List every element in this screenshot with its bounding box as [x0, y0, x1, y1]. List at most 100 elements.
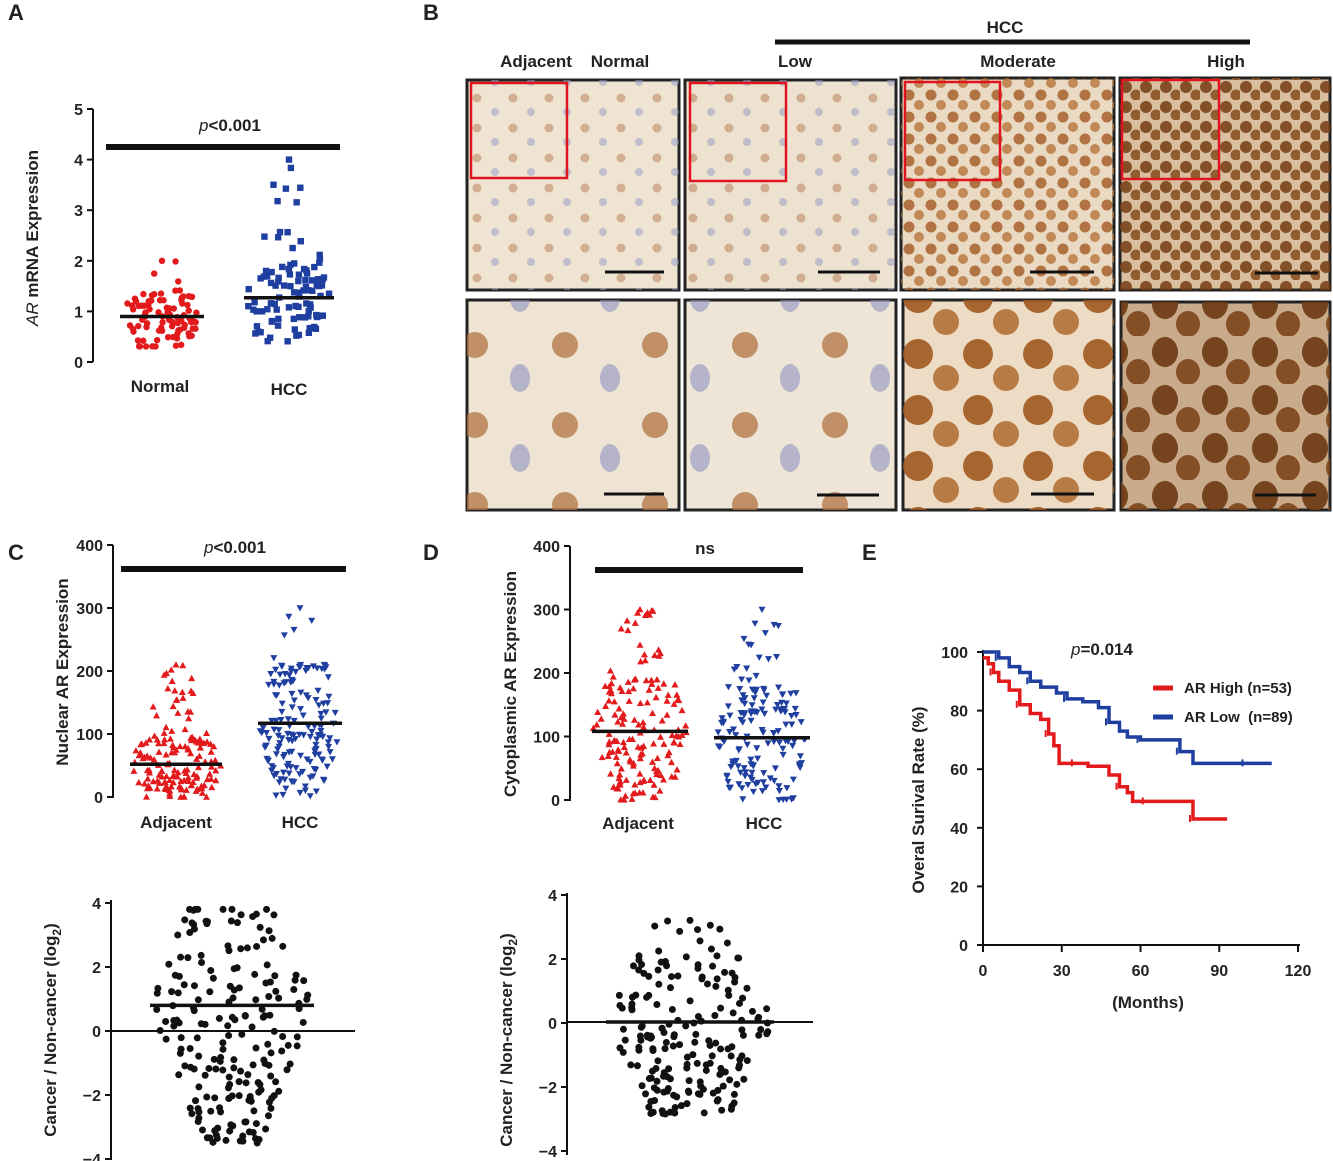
- data-point: [211, 1094, 219, 1102]
- data-point: [258, 729, 266, 737]
- data-point: [758, 788, 766, 795]
- data-point: [724, 1045, 732, 1053]
- data-point: [317, 292, 324, 300]
- data-point: [290, 986, 298, 994]
- data-point: [187, 749, 195, 757]
- data-point: [155, 771, 163, 778]
- data-point: [245, 303, 252, 310]
- data-point: [149, 777, 157, 785]
- data-point: [293, 199, 300, 206]
- data-point: [306, 758, 314, 766]
- data-point: [300, 977, 308, 985]
- data-point: [124, 300, 131, 307]
- data-point: [627, 1061, 635, 1069]
- data-point: [740, 635, 748, 643]
- panel-a-ytick-tick-label: 0: [74, 355, 83, 372]
- data-point: [713, 975, 721, 983]
- data-point: [142, 739, 150, 746]
- data-point: [142, 309, 149, 316]
- data-point: [250, 1107, 258, 1115]
- data-point: [319, 312, 327, 319]
- data-point: [650, 1084, 658, 1092]
- panel-a-ytick-tick-label: 2: [74, 254, 83, 271]
- data-point: [164, 685, 172, 692]
- data-point: [257, 275, 264, 282]
- data-point: [616, 1001, 624, 1009]
- panel-a-ytick-tick-label: 4: [74, 153, 83, 170]
- data-point: [609, 673, 617, 680]
- data-point: [296, 605, 304, 612]
- data-point: [193, 309, 200, 316]
- data-point: [764, 656, 772, 663]
- data-point: [251, 970, 259, 978]
- data-point: [142, 793, 150, 800]
- data-point: [241, 1012, 249, 1020]
- data-point: [135, 751, 143, 758]
- data-point: [616, 771, 624, 778]
- data-point: [655, 980, 663, 988]
- data-point: [723, 939, 731, 947]
- data-point: [711, 1011, 719, 1019]
- data-point: [296, 789, 304, 797]
- panel-b-col-moderate: Moderate: [980, 52, 1056, 71]
- panel-c-lower-ylabel: Cancer / Non-cancer (log2): [41, 923, 64, 1137]
- data-point: [212, 1065, 220, 1073]
- data-point: [636, 754, 644, 762]
- data-point: [659, 1109, 667, 1117]
- data-point: [630, 716, 638, 723]
- data-point: [184, 301, 191, 309]
- data-point: [755, 1031, 763, 1039]
- data-point: [642, 676, 650, 684]
- data-point: [620, 796, 628, 803]
- data-point: [639, 789, 647, 796]
- data-point: [712, 1039, 720, 1047]
- data-point: [213, 1134, 221, 1142]
- data-point: [759, 729, 767, 736]
- data-point: [306, 774, 314, 782]
- data-point: [272, 282, 279, 289]
- data-point: [207, 740, 215, 747]
- data-point: [306, 793, 314, 800]
- panel-e-ytick-label: 0: [959, 938, 968, 955]
- data-point: [747, 710, 755, 717]
- data-point: [238, 1030, 246, 1038]
- data-point: [657, 733, 665, 740]
- data-point: [272, 1078, 280, 1086]
- data-point: [615, 705, 623, 712]
- data-point: [672, 732, 680, 739]
- data-point: [167, 783, 175, 790]
- panel-letter-e: E: [862, 540, 877, 565]
- data-point: [282, 185, 290, 192]
- data-point: [259, 936, 267, 944]
- data-point: [195, 1052, 203, 1060]
- panel-d-xtick-adjacent: Adjacent: [602, 814, 674, 833]
- data-point: [750, 695, 758, 702]
- data-point: [172, 287, 179, 294]
- data-point: [643, 1031, 651, 1039]
- data-point: [160, 729, 168, 736]
- data-point: [743, 1057, 751, 1065]
- data-point: [738, 676, 746, 683]
- data-point: [205, 1064, 213, 1072]
- data-point: [178, 688, 186, 696]
- data-point: [276, 228, 284, 236]
- data-point: [614, 785, 622, 792]
- data-point: [191, 736, 199, 743]
- data-point: [324, 674, 332, 681]
- data-point: [757, 1026, 765, 1034]
- data-point: [237, 911, 245, 919]
- data-point: [222, 1136, 230, 1144]
- data-point: [282, 679, 290, 686]
- data-point: [230, 965, 238, 973]
- data-point: [704, 980, 712, 988]
- panel-e-xtick-label: 120: [1285, 963, 1312, 980]
- data-point: [734, 954, 742, 962]
- data-point: [716, 744, 724, 751]
- data-point: [265, 927, 273, 935]
- data-point: [287, 261, 294, 269]
- data-point: [276, 740, 284, 747]
- data-point: [155, 739, 163, 747]
- data-point: [709, 962, 717, 970]
- data-point: [285, 304, 293, 311]
- data-point: [177, 777, 185, 785]
